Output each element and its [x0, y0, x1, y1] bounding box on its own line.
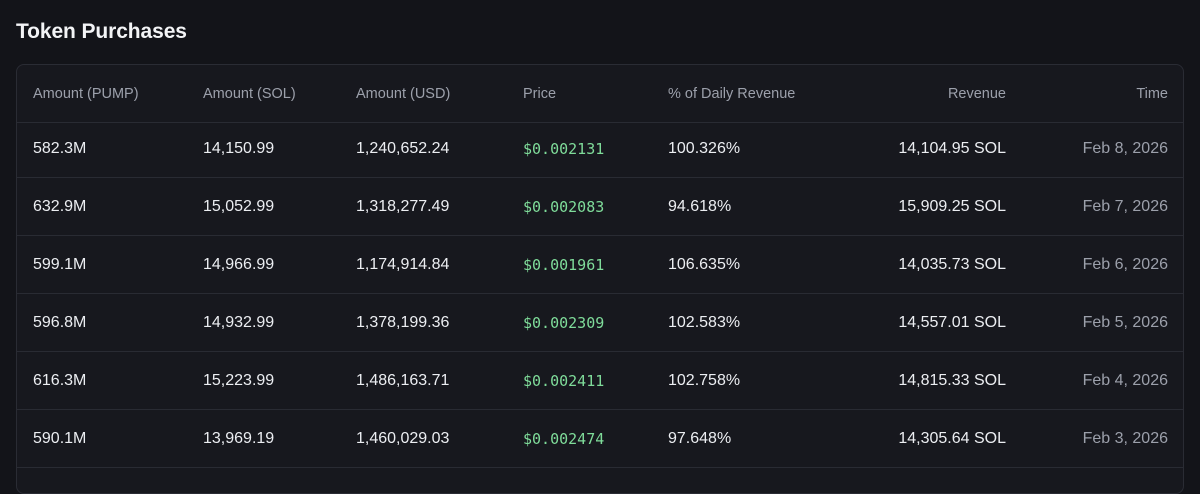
cell-price: $0.002083	[523, 197, 605, 216]
cell-time: Feb 4, 2026	[1082, 371, 1168, 389]
cell-amount-usd: 1,318,277.49	[356, 197, 450, 215]
column-header-amount-pump[interactable]: Amount (PUMP)	[33, 85, 139, 102]
cell-time: Feb 6, 2026	[1082, 255, 1168, 273]
cell-revenue: 14,104.95 SOL	[898, 139, 1006, 157]
table-row[interactable]: 632.9M 15,052.99 1,318,277.49 $0.002083 …	[17, 178, 1183, 236]
token-purchases-table: Amount (PUMP) Amount (SOL) Amount (USD) …	[16, 64, 1184, 494]
cell-amount-pump: 616.3M	[33, 371, 87, 389]
table-row[interactable]: 596.8M 14,932.99 1,378,199.36 $0.002309 …	[17, 294, 1183, 352]
cell-revenue: 14,305.64 SOL	[898, 429, 1006, 447]
table-header-row: Amount (PUMP) Amount (SOL) Amount (USD) …	[17, 65, 1183, 123]
cell-amount-pump: 596.8M	[33, 313, 87, 331]
cell-amount-sol: 14,966.99	[203, 255, 275, 273]
page-title: Token Purchases	[16, 20, 187, 43]
cell-revenue: 15,909.25 SOL	[898, 197, 1006, 215]
column-header-pct-daily-revenue[interactable]: % of Daily Revenue	[668, 85, 796, 102]
column-header-amount-sol[interactable]: Amount (SOL)	[203, 85, 296, 102]
cell-amount-pump: 632.9M	[33, 197, 87, 215]
cell-pct-daily-revenue: 102.758%	[668, 371, 741, 389]
cell-amount-sol: 14,150.99	[203, 139, 275, 157]
column-header-amount-usd[interactable]: Amount (USD)	[356, 85, 451, 102]
cell-amount-usd: 1,378,199.36	[356, 313, 450, 331]
cell-amount-pump: 590.1M	[33, 429, 87, 447]
cell-amount-pump: 582.3M	[33, 139, 87, 157]
cell-price: $0.002131	[523, 139, 605, 158]
cell-revenue: 14,035.73 SOL	[898, 255, 1006, 273]
cell-time: Feb 5, 2026	[1082, 313, 1168, 331]
cell-time: Feb 3, 2026	[1082, 429, 1168, 447]
cell-revenue: 14,815.33 SOL	[898, 371, 1006, 389]
table-row[interactable]: 590.1M 13,969.19 1,460,029.03 $0.002474 …	[17, 410, 1183, 468]
table-row[interactable]: 582.3M 14,150.99 1,240,652.24 $0.002131 …	[17, 120, 1183, 178]
cell-pct-daily-revenue: 100.326%	[668, 139, 741, 157]
table-row[interactable]: 616.3M 15,223.99 1,486,163.71 $0.002411 …	[17, 352, 1183, 410]
cell-amount-sol: 15,223.99	[203, 371, 275, 389]
cell-amount-usd: 1,174,914.84	[356, 255, 450, 273]
cell-pct-daily-revenue: 94.618%	[668, 197, 732, 215]
cell-revenue: 14,557.01 SOL	[898, 313, 1006, 331]
cell-amount-usd: 1,460,029.03	[356, 429, 450, 447]
cell-pct-daily-revenue: 106.635%	[668, 255, 741, 273]
cell-amount-usd: 1,486,163.71	[356, 371, 450, 389]
cell-amount-sol: 13,969.19	[203, 429, 275, 447]
cell-price: $0.002474	[523, 429, 605, 448]
cell-pct-daily-revenue: 97.648%	[668, 429, 732, 447]
table-row[interactable]: 599.1M 14,966.99 1,174,914.84 $0.001961 …	[17, 236, 1183, 294]
cell-amount-pump: 599.1M	[33, 255, 87, 273]
column-header-time[interactable]: Time	[1136, 85, 1168, 102]
cell-price: $0.002411	[523, 371, 605, 390]
cell-time: Feb 8, 2026	[1082, 139, 1168, 157]
cell-price: $0.002309	[523, 313, 605, 332]
cell-pct-daily-revenue: 102.583%	[668, 313, 741, 331]
cell-amount-usd: 1,240,652.24	[356, 139, 450, 157]
cell-time: Feb 7, 2026	[1082, 197, 1168, 215]
cell-amount-sol: 14,932.99	[203, 313, 275, 331]
column-header-price[interactable]: Price	[523, 85, 557, 102]
column-header-revenue[interactable]: Revenue	[947, 85, 1006, 102]
cell-price: $0.001961	[523, 255, 605, 274]
cell-amount-sol: 15,052.99	[203, 197, 275, 215]
